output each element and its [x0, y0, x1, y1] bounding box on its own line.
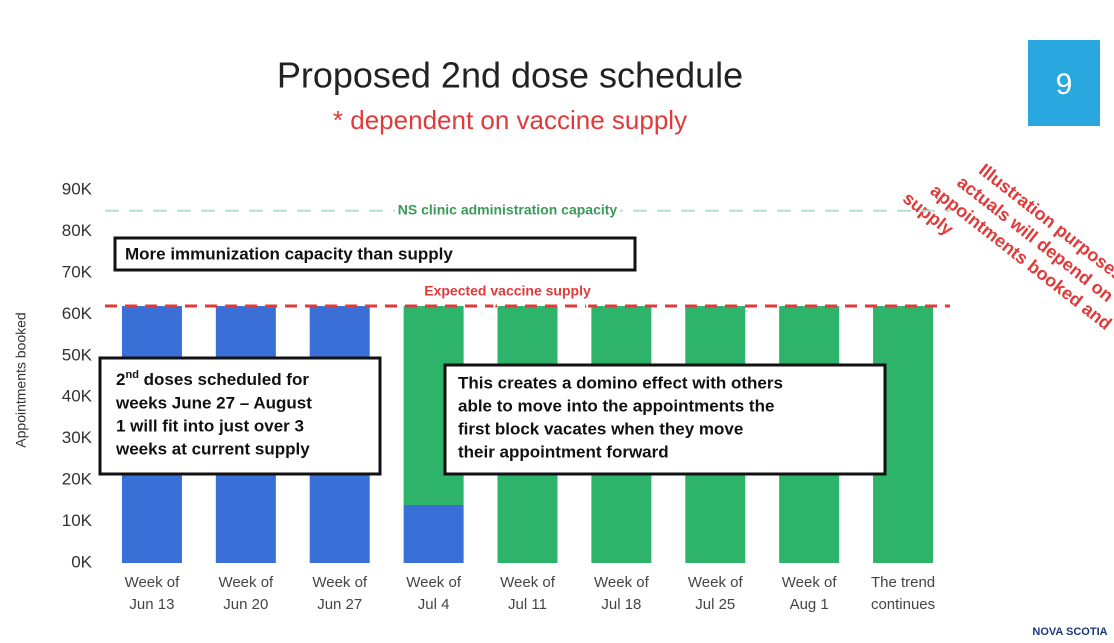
- annotation-text: weeks June 27 – August: [115, 393, 312, 412]
- y-tick-label: 10K: [62, 511, 93, 530]
- x-tick-label: continues: [871, 596, 935, 613]
- logo: NOVA SCOTIA: [1032, 626, 1107, 638]
- y-tick-label: 60K: [62, 304, 93, 323]
- x-tick-label: Jul 4: [418, 596, 450, 613]
- annotations: More immunization capacity than supply 2…: [98, 160, 1114, 476]
- annotation-box: [113, 236, 637, 272]
- x-tick-label: Jul 25: [695, 596, 735, 613]
- annotation-text: weeks at current supply: [115, 439, 310, 458]
- bar-segment: [403, 504, 464, 563]
- x-tick-label: Week of: [688, 574, 744, 591]
- x-tick-label: Jul 18: [601, 596, 641, 613]
- annotation-text: their appointment forward: [458, 442, 669, 461]
- y-tick-label: 30K: [62, 428, 93, 447]
- chart-title: Proposed 2nd dose schedule: [277, 55, 743, 96]
- x-tick-label: Aug 1: [790, 596, 829, 613]
- y-tick-label: 20K: [62, 470, 93, 489]
- x-tick-label: Jun 20: [223, 596, 268, 613]
- x-tick-label: Week of: [312, 574, 368, 591]
- page-number: 9: [1056, 68, 1073, 101]
- y-tick-label: 80K: [62, 221, 93, 240]
- annotation-box: [98, 356, 382, 476]
- x-tick-label: Jun 27: [317, 596, 362, 613]
- annotation-text: 1 will fit into just over 3: [116, 416, 304, 435]
- y-tick-label: 90K: [62, 179, 93, 198]
- x-tick-label: The trend: [871, 574, 935, 591]
- x-tick-label: Week of: [782, 574, 838, 591]
- x-tick-label: Jun 13: [129, 596, 174, 613]
- y-tick-label: 40K: [62, 387, 93, 406]
- x-tick-label: Week of: [594, 574, 650, 591]
- chart-subtitle: * dependent on vaccine supply: [333, 105, 687, 135]
- x-tick-label: Jul 11: [508, 596, 547, 613]
- annotation-box: [443, 363, 887, 476]
- annotation-text: able to move into the appointments the: [458, 396, 774, 415]
- page-number-box: [1028, 40, 1100, 126]
- x-tick-label: Week of: [406, 574, 462, 591]
- reference-label: NS clinic administration capacity: [398, 201, 618, 217]
- annotation-text: 2nd doses scheduled for: [116, 369, 309, 390]
- x-tick-label: Week of: [218, 574, 274, 591]
- annotation-text: This creates a domino effect with others: [458, 373, 783, 392]
- y-tick-label: 50K: [62, 345, 93, 364]
- annotation-text: first block vacates when they move: [458, 419, 743, 438]
- annotation-text: More immunization capacity than supply: [125, 244, 453, 263]
- reference-label: Expected vaccine supply: [424, 283, 591, 299]
- y-axis-label: Appointments booked: [13, 312, 29, 447]
- y-tick-label: 70K: [62, 262, 93, 281]
- x-tick-label: Week of: [125, 574, 181, 591]
- y-tick-label: 0K: [71, 552, 92, 571]
- x-tick-label: Week of: [500, 574, 556, 591]
